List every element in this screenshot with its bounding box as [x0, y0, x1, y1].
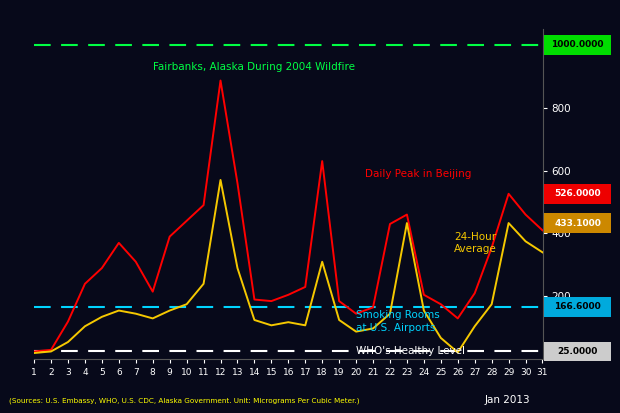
- Text: 526.0000: 526.0000: [554, 189, 601, 198]
- Text: WHO's Healthy Level: WHO's Healthy Level: [356, 346, 465, 356]
- Text: Jan 2013: Jan 2013: [484, 395, 530, 405]
- Text: (Sources: U.S. Embassy, WHO, U.S. CDC, Alaska Government. Unit: Micrograms Per C: (Sources: U.S. Embassy, WHO, U.S. CDC, A…: [9, 398, 360, 404]
- Text: 433.1000: 433.1000: [554, 218, 601, 228]
- Text: Smoking Rooms
at U.S. Airports: Smoking Rooms at U.S. Airports: [356, 310, 440, 333]
- Text: Fairbanks, Alaska During 2004 Wildfire: Fairbanks, Alaska During 2004 Wildfire: [153, 62, 355, 72]
- Text: Daily Peak in Beijing: Daily Peak in Beijing: [365, 169, 471, 179]
- Text: 24-Hour
Average: 24-Hour Average: [454, 232, 497, 254]
- Text: 166.6000: 166.6000: [554, 302, 601, 311]
- Text: 1000.0000: 1000.0000: [551, 40, 604, 49]
- Text: 25.0000: 25.0000: [557, 347, 598, 356]
